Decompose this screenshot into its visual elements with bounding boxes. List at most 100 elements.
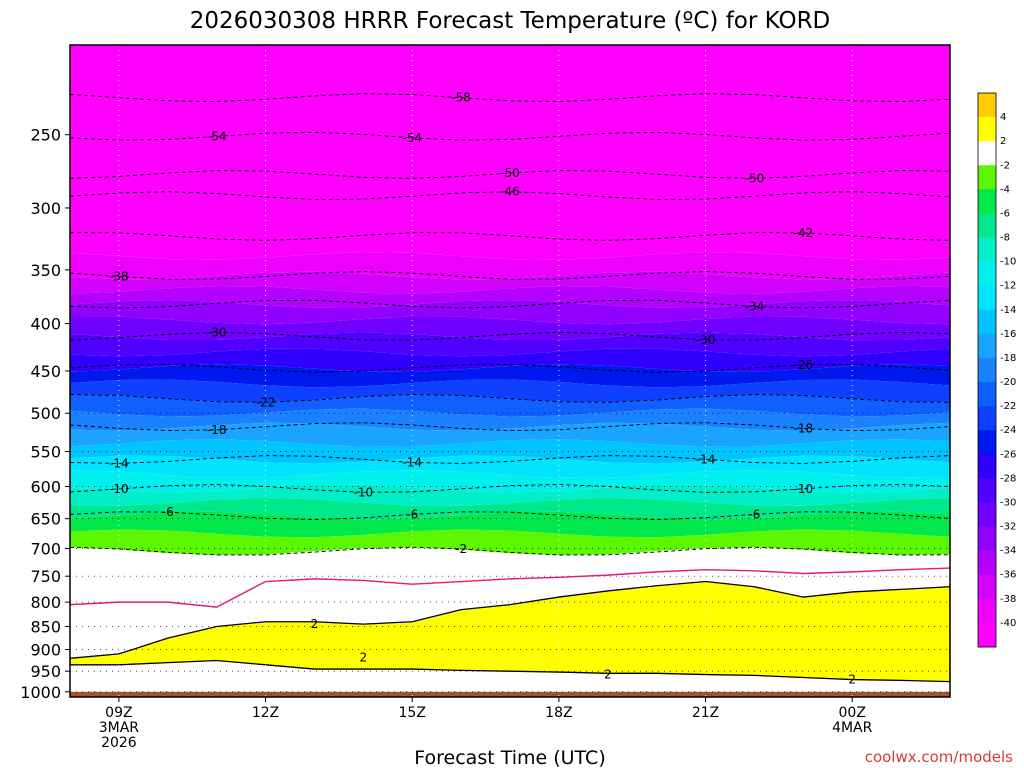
isotherm-label: -10 (794, 482, 814, 496)
isotherm-label: -34 (745, 299, 765, 313)
isotherm-label: -22 (256, 395, 276, 409)
colorbar-swatch--38_to_-36 (978, 574, 996, 600)
isotherm-label: -30 (696, 333, 716, 347)
colorbar-tick-label: -6 (1000, 208, 1010, 219)
band--8_to_-6 (70, 498, 950, 520)
colorbar-swatch-above_4 (978, 93, 996, 118)
isotherm-label: -46 (500, 185, 520, 199)
band--24_to_-22 (70, 379, 950, 403)
colorbar-tick-label: -32 (1000, 522, 1016, 533)
x-tick-label: 18Z (545, 705, 572, 721)
band--32_to_-30 (70, 316, 950, 341)
colorbar-swatch--6_to_-4 (978, 189, 996, 214)
colorbar-swatch--28_to_-26 (978, 454, 996, 479)
x-tick-label: 4MAR (832, 720, 873, 736)
y-tick-label: 900 (30, 640, 61, 659)
grid-lines (70, 45, 950, 697)
colorbar-swatch--40_to_-38 (978, 598, 996, 624)
band--20_to_-18 (70, 408, 950, 431)
band--18_to_-16 (70, 422, 950, 447)
y-tick-label: 1000 (20, 683, 61, 702)
isotherm-label: -18 (207, 423, 227, 437)
colorbar-tick-label: 4 (1000, 112, 1006, 123)
x-tick-label: 15Z (399, 705, 426, 721)
colorbar-swatch--34_to_-32 (978, 526, 996, 551)
colorbar-swatch--2_to_2 (978, 141, 996, 166)
y-tick-label: 500 (30, 404, 61, 423)
colorbar-tick-label: -14 (1000, 305, 1016, 316)
colorbar-swatch--22_to_-20 (978, 382, 996, 407)
colorbar-tick-label: -16 (1000, 329, 1016, 340)
colorbar-tick-label: -18 (1000, 353, 1016, 364)
isotherm-label: -10 (354, 485, 374, 499)
colorbar-tick-label: -22 (1000, 401, 1016, 412)
band--22_to_-20 (70, 394, 950, 417)
isotherm-label: -54 (207, 129, 227, 143)
chart-title: 2026030308 HRRR Forecast Temperature (ºC… (190, 8, 831, 34)
y-tick-label: 750 (30, 567, 61, 586)
colorbar-tick-label: -10 (1000, 257, 1016, 268)
colorbar-tick-label: -40 (1000, 618, 1016, 629)
band--6_to_-4 (70, 511, 950, 538)
colorbar-swatch-2_to_4 (978, 117, 996, 142)
colorbar-swatch--32_to_-30 (978, 502, 996, 527)
y-tick-label: 350 (30, 261, 61, 280)
ground-layer (70, 691, 950, 697)
colorbar-tick-label: -8 (1000, 233, 1010, 244)
colorbar-tick-label: -12 (1000, 281, 1016, 292)
y-tick-label: 300 (30, 199, 61, 218)
isotherm-label: -6 (406, 507, 418, 521)
isotherm-label: 2 (360, 650, 368, 664)
y-tick-label: 450 (30, 362, 61, 381)
isotherm-label: -50 (500, 166, 520, 180)
x-tick-label: 21Z (692, 705, 719, 721)
plot-area: -58-54 -54-50 -50-46-42-38-34-30-30-26-22-… (70, 45, 950, 697)
isotherm-label: -14 (109, 456, 129, 470)
y-tick-label: 700 (30, 539, 61, 558)
y-tick-label: 950 (30, 662, 61, 681)
isotherm-label: 2 (311, 617, 319, 631)
isotherm-label: -54 (402, 131, 422, 145)
colorbar-swatch--14_to_-12 (978, 285, 996, 311)
isotherm-label: -10 (109, 482, 129, 496)
colorbar-swatch--24_to_-22 (978, 406, 996, 431)
band--16_to_-14 (70, 439, 950, 464)
colorbar-tick-label: -34 (1000, 546, 1016, 557)
band--12_to_-10 (70, 469, 950, 493)
colorbar-tick-label: -30 (1000, 497, 1016, 508)
band--38_to_-36 (70, 271, 950, 294)
colorbar-swatch--18_to_-16 (978, 333, 996, 359)
colorbar-tick-label: -2 (1000, 160, 1010, 171)
x-tick-label: 3MAR (99, 720, 140, 736)
isotherm-label: -30 (207, 325, 227, 339)
band--30_to_-28 (70, 332, 950, 357)
freezing-line-path (70, 567, 950, 608)
colorbar-tick-label: -24 (1000, 425, 1016, 436)
isotherm-label: -26 (794, 358, 814, 372)
band--36_to_-34 (70, 285, 950, 308)
isotherm-label: 2 (848, 673, 856, 687)
colorbar-swatch--12_to_-10 (978, 261, 996, 286)
x-tick-label: 00Z (839, 705, 866, 721)
band--34_to_-32 (70, 299, 950, 325)
colorbar-tick-label: -36 (1000, 570, 1016, 581)
colorbar-tick-label: -26 (1000, 449, 1016, 460)
isotherm-label: -50 (745, 171, 765, 185)
y-tick-label: 400 (30, 315, 61, 334)
x-tick-label: 2026 (101, 735, 137, 751)
isotherm-label: -42 (794, 226, 814, 240)
colorbar-tick-label: -20 (1000, 377, 1016, 388)
colorbar-swatch--20_to_-18 (978, 357, 996, 383)
band-below_-40 (70, 45, 950, 260)
isotherm-labels: -58-54 -54-50 -50-46-42-38-34-30-30-26-22-… (109, 91, 856, 687)
isotherm-label: -6 (748, 507, 760, 521)
credit-text: coolwx.com/models (865, 748, 1013, 766)
colorbar-swatch--26_to_-24 (978, 430, 996, 455)
warm-region (70, 580, 950, 683)
y-tick-label: 650 (30, 510, 61, 529)
colorbar-swatch--30_to_-28 (978, 478, 996, 503)
y-tick-label: 600 (30, 478, 61, 497)
colorbar-tick-label: -4 (1000, 184, 1010, 195)
colorbar-swatch--8_to_-6 (978, 213, 996, 238)
